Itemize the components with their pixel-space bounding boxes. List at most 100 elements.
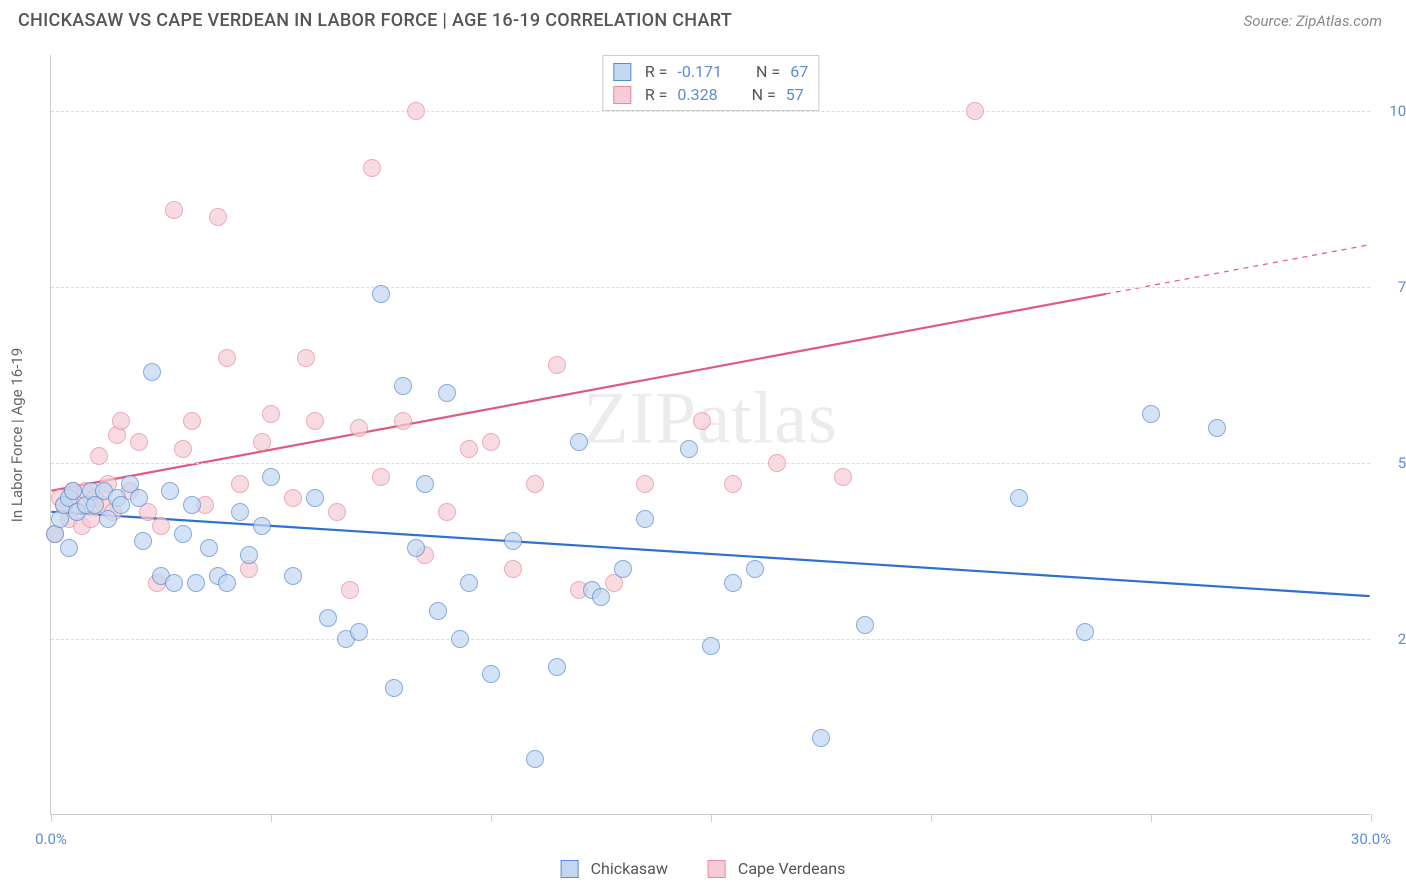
y-tick-label: 25.0% (1378, 630, 1406, 648)
x-tick (51, 814, 52, 822)
data-point (187, 574, 205, 592)
data-point (262, 405, 280, 423)
data-point (183, 412, 201, 430)
data-point (482, 433, 500, 451)
data-point (407, 102, 425, 120)
data-point (174, 525, 192, 543)
x-tick-label: 30.0% (1351, 830, 1391, 848)
data-point (174, 440, 192, 458)
data-point (834, 468, 852, 486)
data-point (284, 489, 302, 507)
data-point (394, 377, 412, 395)
legend-swatch (613, 86, 631, 104)
data-point (350, 623, 368, 641)
data-point (724, 475, 742, 493)
data-point (231, 475, 249, 493)
n-value: 67 (790, 62, 808, 81)
data-point (548, 658, 566, 676)
data-point (218, 349, 236, 367)
data-point (143, 363, 161, 381)
gridline (51, 111, 1370, 112)
x-tick (1371, 814, 1372, 822)
data-point (394, 412, 412, 430)
data-point (592, 588, 610, 606)
r-value: 0.328 (677, 85, 717, 104)
data-point (680, 440, 698, 458)
data-point (253, 517, 271, 535)
data-point (1208, 419, 1226, 437)
data-point (130, 433, 148, 451)
data-point (253, 433, 271, 451)
r-label: R = (645, 85, 668, 104)
data-point (112, 412, 130, 430)
chart-title: CHICKASAW VS CAPE VERDEAN IN LABOR FORCE… (18, 10, 732, 31)
data-point (1010, 489, 1028, 507)
data-point (636, 475, 654, 493)
data-point (231, 503, 249, 521)
data-point (451, 630, 469, 648)
data-point (407, 539, 425, 557)
legend-item: Cape Verdeans (708, 859, 845, 878)
data-point (614, 560, 632, 578)
x-tick (491, 814, 492, 822)
data-point (284, 567, 302, 585)
legend-swatch (561, 860, 579, 878)
data-point (200, 539, 218, 557)
data-point (341, 581, 359, 599)
y-axis-title: In Labor Force | Age 16-19 (8, 347, 26, 521)
legend-swatch (708, 860, 726, 878)
data-point (768, 454, 786, 472)
legend-label: Cape Verdeans (738, 859, 845, 878)
data-point (526, 750, 544, 768)
data-point (966, 102, 984, 120)
y-tick-label: 100.0% (1378, 102, 1406, 120)
trend-lines (51, 55, 1370, 814)
r-value: -0.171 (677, 62, 722, 81)
data-point (482, 665, 500, 683)
data-point (438, 384, 456, 402)
data-point (99, 510, 117, 528)
data-point (1142, 405, 1160, 423)
data-point (702, 637, 720, 655)
data-point (724, 574, 742, 592)
data-point (328, 503, 346, 521)
n-label: N = (752, 85, 776, 104)
data-point (746, 560, 764, 578)
data-point (504, 532, 522, 550)
legend-swatch (613, 63, 631, 81)
data-point (209, 208, 227, 226)
data-point (416, 475, 434, 493)
data-point (812, 729, 830, 747)
n-value: 57 (786, 85, 804, 104)
data-point (130, 489, 148, 507)
data-point (165, 201, 183, 219)
data-point (297, 349, 315, 367)
data-point (152, 517, 170, 535)
data-point (134, 532, 152, 550)
data-point (262, 468, 280, 486)
data-point (693, 412, 711, 430)
series-legend: ChickasawCape Verdeans (561, 859, 846, 878)
data-point (240, 546, 258, 564)
data-point (350, 419, 368, 437)
data-point (161, 482, 179, 500)
r-label: R = (645, 62, 668, 81)
data-point (1076, 623, 1094, 641)
gridline (51, 463, 1370, 464)
data-point (856, 616, 874, 634)
x-tick (931, 814, 932, 822)
data-point (526, 475, 544, 493)
plot-area: In Labor Force | Age 16-19 ZIPatlas R = … (50, 55, 1370, 815)
n-label: N = (756, 62, 780, 81)
x-tick (271, 814, 272, 822)
data-point (636, 510, 654, 528)
stats-row: R = -0.171 N = 67 (613, 60, 808, 83)
data-point (460, 574, 478, 592)
data-point (460, 440, 478, 458)
data-point (319, 609, 337, 627)
data-point (306, 412, 324, 430)
data-point (218, 574, 236, 592)
y-tick-label: 75.0% (1378, 278, 1406, 296)
stats-row: R = 0.328 N = 57 (613, 83, 808, 106)
data-point (112, 496, 130, 514)
